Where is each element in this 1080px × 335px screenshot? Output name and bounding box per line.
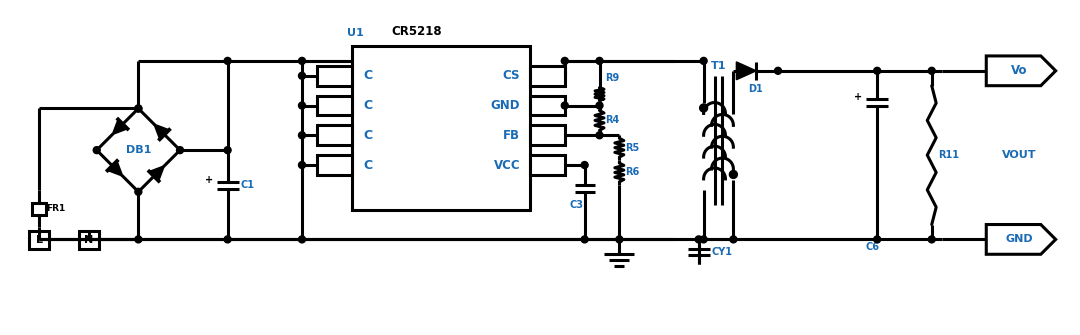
Polygon shape xyxy=(108,161,123,176)
Text: Vo: Vo xyxy=(1011,64,1027,77)
Circle shape xyxy=(616,236,623,243)
Text: L: L xyxy=(36,236,43,246)
Text: C: C xyxy=(364,158,373,172)
Text: VCC: VCC xyxy=(494,158,521,172)
Bar xyxy=(316,95,352,116)
Bar xyxy=(316,155,352,175)
Text: CY1: CY1 xyxy=(712,247,732,257)
Text: R9: R9 xyxy=(606,73,620,83)
Circle shape xyxy=(298,161,306,169)
Text: C3: C3 xyxy=(569,200,583,210)
Polygon shape xyxy=(986,56,1055,86)
Circle shape xyxy=(562,57,568,64)
Circle shape xyxy=(298,132,306,139)
Circle shape xyxy=(928,236,935,243)
Text: R5: R5 xyxy=(625,143,639,153)
Bar xyxy=(316,125,352,145)
Text: C: C xyxy=(364,99,373,112)
Bar xyxy=(530,95,565,116)
Circle shape xyxy=(176,147,184,154)
Circle shape xyxy=(581,161,589,169)
Circle shape xyxy=(225,147,231,154)
Text: N: N xyxy=(84,236,93,246)
Text: R11: R11 xyxy=(937,150,959,160)
Text: GND: GND xyxy=(490,99,521,112)
Circle shape xyxy=(700,57,707,64)
Polygon shape xyxy=(112,119,127,135)
Bar xyxy=(352,46,530,210)
Circle shape xyxy=(596,57,603,64)
Text: +: + xyxy=(204,175,213,185)
Bar xyxy=(79,231,98,249)
Bar xyxy=(530,155,565,175)
Circle shape xyxy=(596,102,603,109)
Bar xyxy=(32,203,46,215)
Polygon shape xyxy=(154,124,170,139)
Circle shape xyxy=(774,67,782,74)
Circle shape xyxy=(730,236,737,243)
Text: CR5218: CR5218 xyxy=(391,25,442,38)
Circle shape xyxy=(729,171,738,179)
Circle shape xyxy=(562,102,568,109)
Circle shape xyxy=(225,57,231,64)
Bar xyxy=(316,66,352,86)
Circle shape xyxy=(696,236,702,243)
Text: C: C xyxy=(364,129,373,142)
Circle shape xyxy=(298,236,306,243)
Text: R6: R6 xyxy=(625,168,639,178)
Polygon shape xyxy=(986,224,1055,254)
Text: U1: U1 xyxy=(347,28,363,38)
Bar xyxy=(530,125,565,145)
Text: FB: FB xyxy=(503,129,521,142)
Text: VOUT: VOUT xyxy=(1002,150,1036,160)
Text: CS: CS xyxy=(502,69,521,82)
Circle shape xyxy=(93,147,100,154)
Circle shape xyxy=(135,188,141,195)
Circle shape xyxy=(596,132,603,139)
Circle shape xyxy=(874,67,880,74)
Circle shape xyxy=(298,102,306,109)
Circle shape xyxy=(581,236,589,243)
Circle shape xyxy=(874,236,880,243)
Text: D1: D1 xyxy=(748,84,764,94)
Text: FR1: FR1 xyxy=(46,204,66,213)
Circle shape xyxy=(225,236,231,243)
Text: C: C xyxy=(364,69,373,82)
Circle shape xyxy=(700,104,707,112)
Circle shape xyxy=(135,236,141,243)
Text: DB1: DB1 xyxy=(125,145,151,155)
Polygon shape xyxy=(149,166,164,181)
Text: +: + xyxy=(854,91,862,102)
Text: T1: T1 xyxy=(711,61,726,71)
Circle shape xyxy=(928,67,935,74)
Circle shape xyxy=(700,236,707,243)
Text: C1: C1 xyxy=(241,180,255,190)
Bar xyxy=(530,66,565,86)
Text: C6: C6 xyxy=(865,243,879,252)
Circle shape xyxy=(298,72,306,79)
Text: GND: GND xyxy=(1005,234,1032,245)
Circle shape xyxy=(298,57,306,64)
Circle shape xyxy=(135,105,141,112)
Circle shape xyxy=(135,105,141,112)
Polygon shape xyxy=(737,62,756,80)
Bar xyxy=(29,231,49,249)
Text: R4: R4 xyxy=(606,115,620,125)
